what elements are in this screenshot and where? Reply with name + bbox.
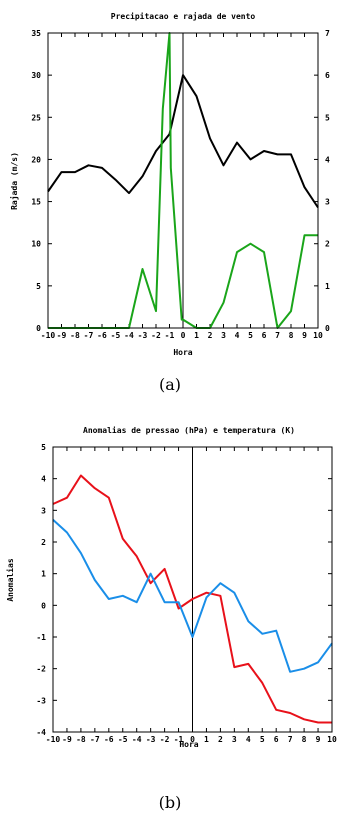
y-tick-label: -1 [36,633,46,642]
y-tick-label: 0 [36,324,41,333]
y2-tick-label: 2 [325,240,330,249]
y-tick-label: 5 [41,443,46,452]
y-tick-label: 4 [41,475,46,484]
x-tick-label: 2 [208,331,213,340]
series-line-2 [52,519,333,673]
x-tick-label: -2 [160,735,170,744]
x-tick-label: -9 [57,331,67,340]
x-tick-label: -7 [84,331,94,340]
x-tick-label: -5 [118,735,128,744]
y2-tick-label: 1 [325,282,330,291]
x-tick-label: 5 [248,331,253,340]
x-tick-label: 4 [246,735,251,744]
chart-b-frame [52,446,333,733]
y-tick-label: 0 [41,601,46,610]
y-tick-label: 5 [36,282,41,291]
y2-tick-label: 7 [325,29,330,38]
x-tick-label: -7 [90,735,100,744]
y-tick-label: 10 [31,240,41,249]
y-tick-label: 15 [31,198,41,207]
x-tick-label: -10 [41,331,56,340]
chart-a-frame [47,32,319,329]
x-tick-label: 5 [260,735,265,744]
x-tick-label: -10 [46,735,61,744]
y-tick-label: -3 [36,696,46,705]
series-line-1 [52,474,332,724]
x-tick-label: 8 [289,331,294,340]
x-tick-label: -5 [111,331,121,340]
y-tick-label: 2 [41,538,46,547]
x-tick-label: 8 [302,735,307,744]
chart-a-ylabel: Rajada (m/s) [9,152,19,210]
y-tick-label: -4 [36,728,46,737]
y2-tick-label: 3 [325,198,330,207]
x-tick-label: 10 [313,331,323,340]
x-tick-label: 9 [316,735,321,744]
caption-b: (b) [159,793,182,812]
x-tick-label: -2 [151,331,161,340]
x-tick-label: -6 [104,735,114,744]
x-tick-label: -8 [70,331,80,340]
y2-tick-label: 5 [325,113,330,122]
x-tick-label: 0 [181,331,186,340]
x-tick-label: -6 [97,331,107,340]
x-tick-label: 1 [204,735,209,744]
x-tick-label: -3 [146,735,156,744]
x-tick-label: -9 [62,735,72,744]
x-tick-label: 0 [190,735,195,744]
chart-b-title: Anomalias de pressao (hPa) e temperatura… [83,425,295,435]
y-tick-label: 3 [41,506,46,515]
x-tick-label: 3 [221,331,226,340]
chart-a-title: Precipitacao e rajada de vento [111,11,256,21]
x-tick-label: -3 [138,331,148,340]
y-tick-label: 30 [31,71,41,80]
y-tick-label: 1 [41,570,46,579]
y-tick-label: -2 [36,665,46,674]
chart-b-xlabel: Hora [179,740,198,749]
x-tick-label: 4 [235,331,240,340]
x-tick-label: 10 [327,735,337,744]
y2-tick-label: 0 [325,324,330,333]
chart-panel-a: Precipitacao e rajada de vento Rajada (m… [9,11,330,394]
x-tick-label: 1 [194,331,199,340]
chart-b-lines [52,447,333,732]
chart-a-xlabel: Hora [173,348,192,357]
x-tick-label: 9 [302,331,307,340]
x-tick-label: 2 [218,735,223,744]
x-tick-label: 6 [274,735,279,744]
series-line-1 [47,74,319,209]
x-tick-label: 7 [275,331,280,340]
x-tick-label: 3 [232,735,237,744]
chart-b-ylabel: Anomalias [5,558,15,602]
caption-a: (a) [159,375,181,394]
x-tick-label: -4 [124,331,134,340]
chart-panel-b: Anomalias de pressao (hPa) e temperatura… [5,425,337,812]
y-tick-label: 35 [31,29,41,38]
chart-b-ticks: -10 -9 -8 -7 -6 -5 -4 -3 -2 -1 0 1 2 3 4 5 6 7 8 9 10-4-3-2-… [36,443,337,744]
x-tick-label: 7 [288,735,293,744]
x-tick-label: 6 [262,331,267,340]
y2-tick-label: 4 [325,155,330,164]
y-tick-label: 25 [31,113,41,122]
y2-tick-label: 6 [325,71,330,80]
x-tick-label: -1 [165,331,175,340]
x-tick-label: -8 [76,735,86,744]
x-tick-label: -4 [132,735,142,744]
x-tick-label: -1 [174,735,184,744]
y-tick-label: 20 [31,155,41,164]
chart-a-lines [47,32,319,329]
